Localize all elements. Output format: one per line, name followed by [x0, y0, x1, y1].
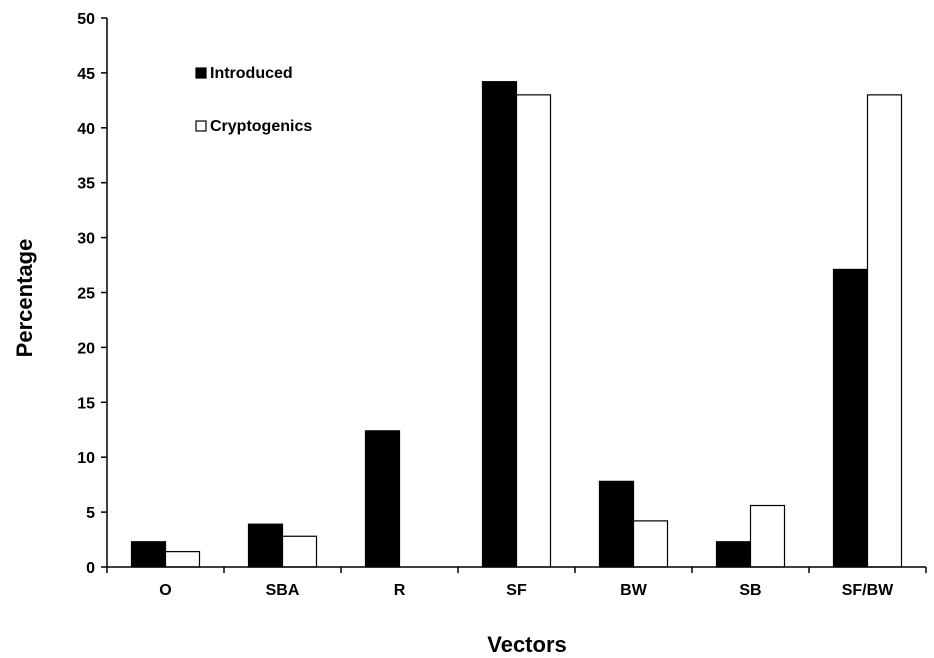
- legend-label: Cryptogenics: [210, 118, 312, 135]
- category-label: SF: [506, 582, 527, 599]
- legend: Introduced Cryptogenics: [195, 65, 312, 135]
- bar-cryptogenics: [281, 535, 318, 568]
- category-label: R: [394, 582, 406, 599]
- bar-cryptogenics: [866, 94, 903, 568]
- legend-label: Introduced: [210, 65, 293, 82]
- legend-swatch: [195, 67, 207, 79]
- bar-introduced: [598, 480, 635, 568]
- bar-introduced: [247, 523, 284, 568]
- x-axis-title: Vectors: [487, 632, 567, 657]
- bars: [130, 81, 903, 568]
- bar-cryptogenics: [749, 504, 786, 568]
- bar-introduced: [715, 541, 752, 568]
- y-tick-label: 30: [77, 231, 95, 248]
- x-axis-ticks: O SBA R SF BW SB SF/BW: [106, 567, 927, 599]
- y-tick-label: 45: [77, 66, 95, 83]
- y-tick-label: 5: [86, 505, 95, 522]
- y-axis-ticks: 0 5 10 15 20 25 30 35 40 45 50: [77, 11, 107, 577]
- category-label: BW: [620, 582, 648, 599]
- bar-introduced: [130, 541, 167, 568]
- y-tick-label: 50: [77, 11, 95, 28]
- bar-cryptogenics: [164, 551, 201, 568]
- legend-swatch: [195, 120, 207, 132]
- y-tick-label: 0: [86, 560, 95, 577]
- y-tick-label: 20: [77, 340, 95, 357]
- y-tick-label: 15: [77, 395, 95, 412]
- bar-introduced: [364, 430, 401, 568]
- y-tick-label: 25: [77, 286, 95, 303]
- y-tick-label: 40: [77, 121, 95, 138]
- y-tick-label: 35: [77, 176, 95, 193]
- category-label: O: [159, 582, 171, 599]
- bar-introduced: [481, 81, 518, 568]
- bar-cryptogenics: [515, 94, 552, 568]
- bar-introduced: [832, 268, 869, 568]
- y-tick-label: 10: [77, 450, 95, 467]
- bar-cryptogenics: [632, 520, 669, 568]
- category-label: SF/BW: [842, 582, 894, 599]
- category-label: SBA: [266, 582, 300, 599]
- y-axis-title: Percentage: [12, 239, 37, 358]
- category-label: SB: [739, 582, 761, 599]
